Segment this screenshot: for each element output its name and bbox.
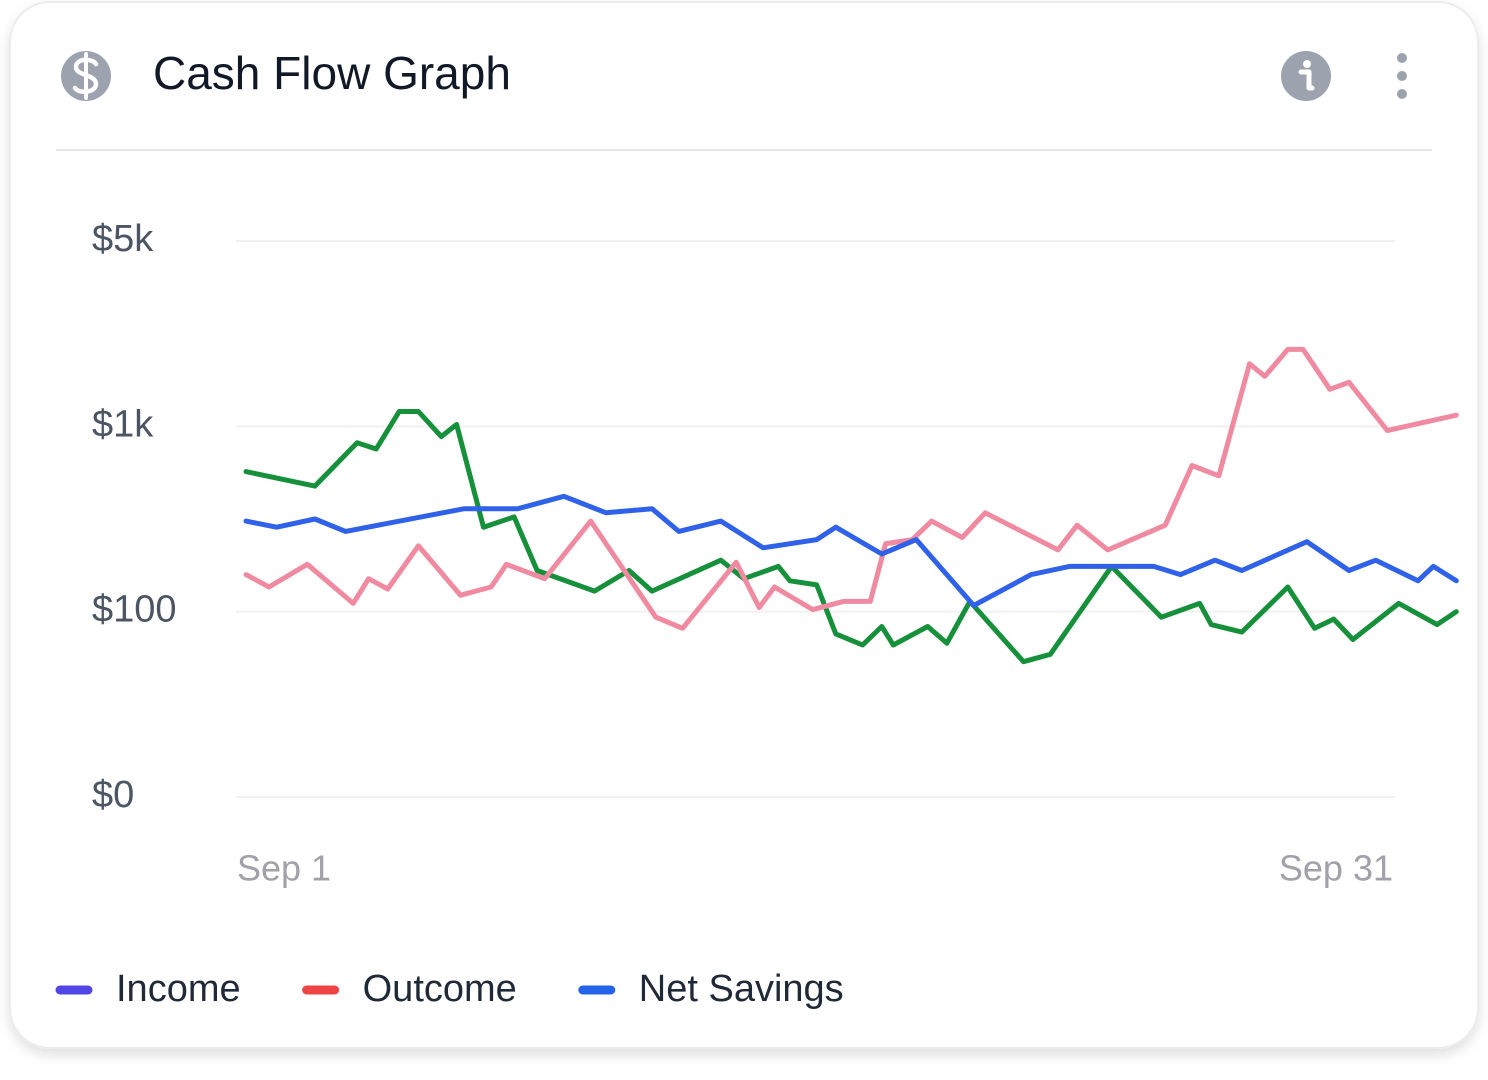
legend-item: Outcome [302, 968, 517, 1010]
info-button[interactable] [1281, 51, 1331, 101]
dollar-icon [61, 51, 111, 101]
legend-item: Income [55, 968, 241, 1010]
legend-label: Net Savings [639, 968, 844, 1010]
legend-label: Outcome [363, 968, 517, 1010]
y-tick-label: $100 [92, 589, 177, 631]
legend-item: Net Savings [578, 968, 844, 1010]
series-line [243, 346, 1459, 631]
x-tick-label: Sep 31 [1279, 848, 1393, 889]
y-tick-label: $5k [92, 218, 154, 260]
legend-label: Income [116, 968, 241, 1010]
chart-title: Cash Flow Graph [153, 47, 511, 99]
series-line [243, 493, 1459, 608]
more-menu-button[interactable] [1397, 53, 1407, 99]
series-line [243, 409, 1459, 665]
x-tick-label: Sep 1 [237, 848, 331, 889]
y-tick-label: $0 [92, 774, 134, 816]
y-tick-label: $1k [92, 403, 154, 445]
card [9, 1, 1479, 1049]
